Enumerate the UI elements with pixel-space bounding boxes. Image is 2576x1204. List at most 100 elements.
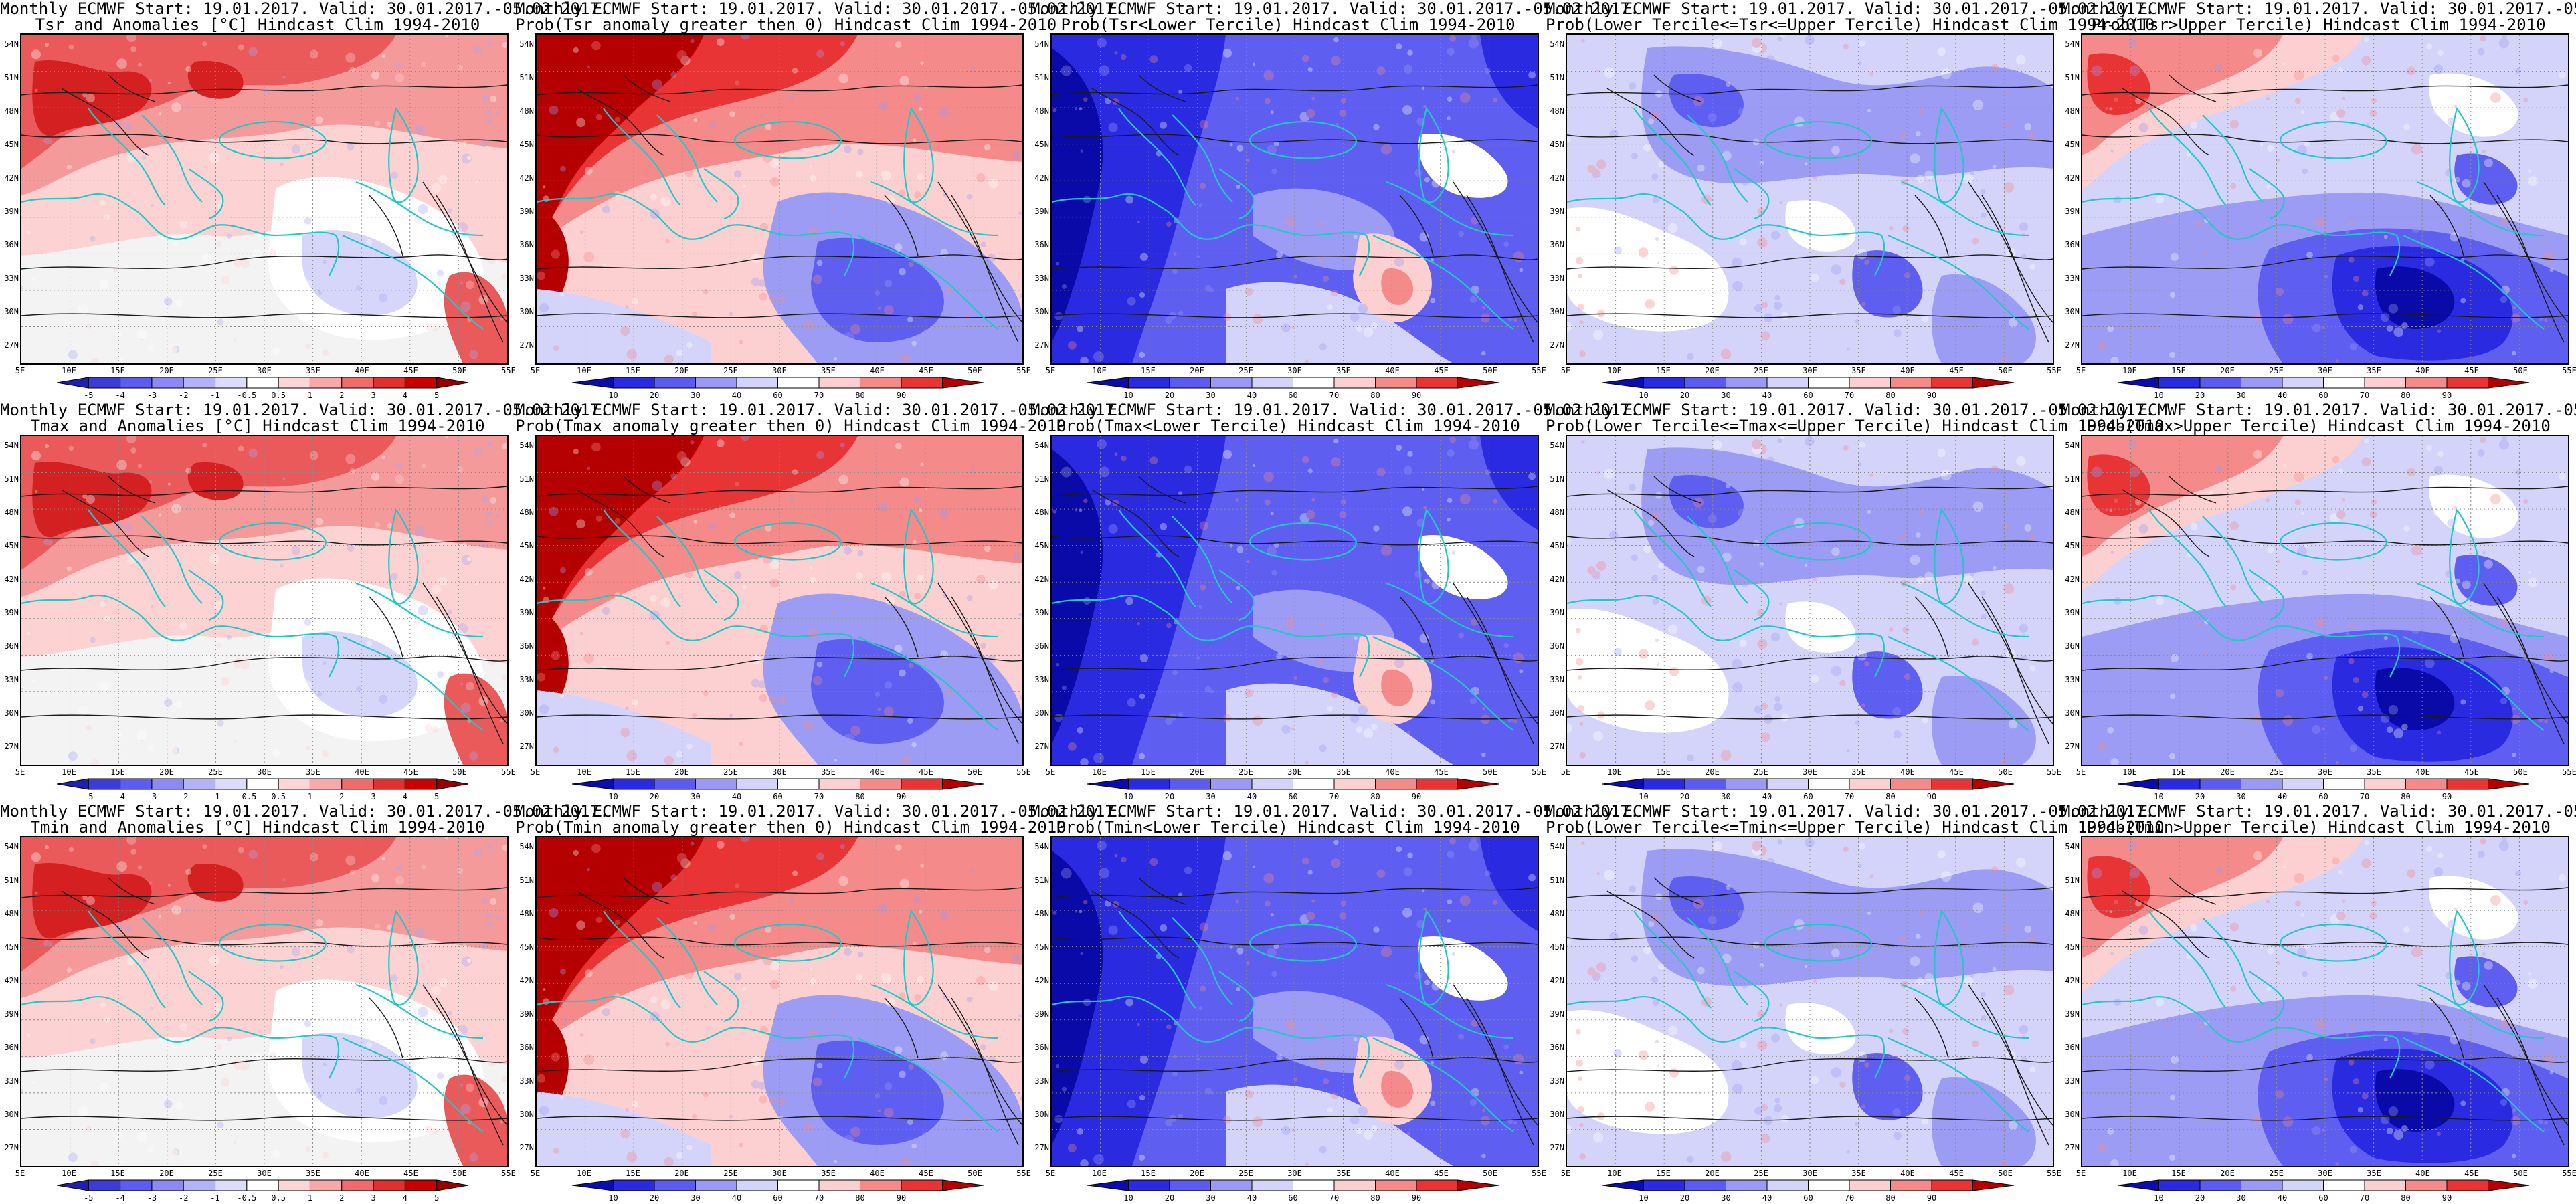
map-canvas [21, 436, 507, 765]
colorbar-tick-label: 10 [608, 792, 618, 801]
colorbar-swatch [56, 1179, 89, 1191]
colorbar-tick-label: 0.5 [271, 1193, 286, 1203]
colorbar-legend: 10 20 30 40 60 70 80 90 [2061, 376, 2576, 400]
latitude-label: 27N [2065, 742, 2080, 751]
colorbar-tick-label: 30 [2236, 792, 2246, 801]
latitude-label: 45N [1550, 140, 1564, 149]
longitude-label: 10E [1607, 366, 1622, 375]
anomaly-field-region [537, 837, 704, 1038]
latitude-label: 45N [1034, 140, 1049, 149]
panel-header: Monthly ECMWF Start: 19.01.2017. Valid: … [0, 802, 610, 821]
colorbar-swatch [736, 778, 778, 790]
longitude-label: 15E [1656, 1169, 1671, 1178]
colorbar-tick-label: 90 [1411, 792, 1422, 801]
latitude-label: 48N [1550, 106, 1564, 116]
latitude-label: 45N [1550, 541, 1564, 550]
panel-header: Monthly ECMWF Start: 19.01.2017. Valid: … [2061, 0, 2576, 18]
colorbar-swatch [2364, 1179, 2406, 1191]
colorbar-swatch [1808, 1179, 1850, 1191]
longitude-label: 25E [208, 366, 223, 375]
longitude-label: 5E [1045, 767, 1056, 777]
forecast-panel: Monthly ECMWF Start: 19.01.2017. Valid: … [515, 0, 1124, 401]
longitude-label: 50E [452, 1169, 467, 1178]
colorbar-swatch [1457, 377, 1499, 389]
latitude-label: 48N [2065, 909, 2080, 918]
colorbar-tick-label: 40 [1247, 792, 1257, 801]
longitude-label: 50E [2513, 767, 2528, 777]
panel-title: Tsr and Anomalies [°C] Hindcast Clim 199… [35, 15, 480, 34]
latitude-label: 39N [1550, 608, 1564, 617]
forecast-panel: Monthly ECMWF Start: 19.01.2017. Valid: … [0, 401, 610, 803]
latitude-label: 30N [1550, 307, 1564, 316]
longitude-label: 50E [452, 366, 467, 375]
field-texture [1052, 35, 1536, 363]
longitude-label: 5E [530, 767, 541, 777]
latitude-label: 39N [2065, 207, 2080, 216]
latitude-label: 45N [2065, 541, 2080, 550]
coastlines [2082, 108, 2545, 330]
colorbar-swatch [56, 778, 89, 790]
temperature-contours [1052, 476, 1538, 744]
colorbar-tick-label: 40 [731, 1193, 742, 1203]
longitude-label: 25E [1754, 767, 1768, 777]
longitude-label: 25E [2269, 1169, 2284, 1178]
colorbar-tick-label: 40 [731, 391, 742, 400]
colorbar-tick-label: 90 [1411, 391, 1422, 400]
longitude-label: 50E [968, 366, 982, 375]
latitude-label: 39N [2065, 608, 2080, 617]
longitude-label: 55E [501, 1169, 516, 1178]
colorbar-swatch [1293, 1179, 1335, 1191]
anomaly-field-region [1932, 274, 2036, 363]
colorbar-tick-label: 20 [1164, 1193, 1175, 1203]
colorbar-swatch [1169, 1179, 1211, 1191]
latitude-label: 51N [1550, 73, 1564, 82]
colorbar [56, 1179, 469, 1191]
longitude-label: 40E [2415, 366, 2430, 375]
longitude-label: 5E [15, 366, 25, 375]
latitude-label: 48N [1550, 508, 1564, 517]
anomaly-field-region [1418, 134, 1508, 198]
panel-header: Monthly ECMWF Start: 19.01.2017. Valid: … [1546, 0, 2155, 18]
latitude-label: 42N [519, 976, 534, 985]
anomaly-field-region [1418, 936, 1508, 1001]
longitude-label: 5E [1560, 767, 1571, 777]
latitude-label: 27N [1550, 1143, 1564, 1152]
longitude-label: 35E [1336, 366, 1351, 375]
longitude-label: 10E [2122, 1169, 2137, 1178]
forecast-panel: Monthly ECMWF Start: 19.01.2017. Valid: … [1546, 0, 2155, 401]
longitude-label: 30E [1287, 366, 1302, 375]
longitude-label: 30E [257, 366, 272, 375]
colorbar-tick-label: -4 [115, 792, 125, 801]
longitude-label: 50E [1998, 1169, 2013, 1178]
colorbar-swatch [695, 1179, 737, 1191]
longitude-label: 35E [306, 767, 320, 777]
latitude-label: 36N [1550, 240, 1564, 249]
longitude-label: 10E [577, 767, 591, 777]
colorbar-legend: -5 -4 -3 -2 -1 -0.5 0.5 1 2 3 4 5 [0, 1179, 515, 1203]
longitude-label: 50E [968, 767, 982, 777]
longitude-label: 45E [919, 767, 933, 777]
colorbar-swatch [120, 377, 153, 389]
longitude-label: 30E [772, 366, 787, 375]
latitude-label: 30N [4, 1110, 19, 1119]
anomaly-field-region [21, 300, 175, 363]
colorbar-swatch [860, 778, 902, 790]
anomaly-field-region [21, 35, 396, 169]
colorbar-tick-label: 90 [896, 1193, 907, 1203]
panel-header: Monthly ECMWF Start: 19.01.2017. Valid: … [0, 401, 610, 419]
longitude-label: 20E [2220, 767, 2235, 777]
colorbar-swatch [278, 377, 310, 389]
anomaly-field-region [2087, 454, 2150, 516]
latitude-label: 33N [519, 274, 534, 283]
colorbar-tick-label: 10 [1123, 792, 1133, 801]
colorbar-tick-label: -4 [115, 1193, 125, 1203]
latitude-label: 54N [2065, 39, 2080, 49]
longitude-label: 20E [1190, 366, 1204, 375]
latitude-label: 27N [4, 1143, 19, 1152]
anomaly-field-region [302, 1033, 418, 1118]
colorbar-tick-label: 2 [339, 1193, 345, 1203]
colorbar-tick-label: 30 [2236, 1193, 2246, 1203]
colorbar-tick-label: 10 [1123, 1193, 1133, 1203]
longitude-label: 5E [1045, 366, 1056, 375]
colorbar-swatch [571, 1179, 614, 1191]
